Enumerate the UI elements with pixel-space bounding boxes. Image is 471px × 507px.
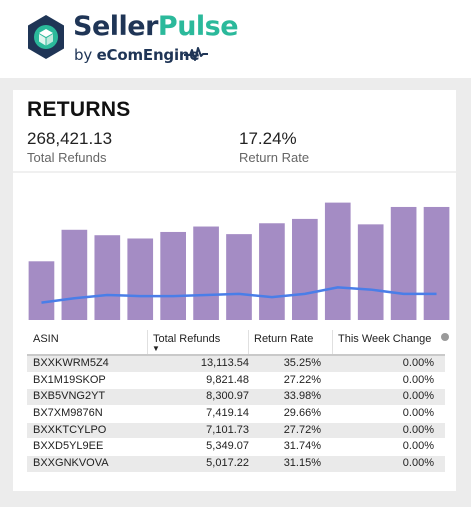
chart-bar[interactable] [324, 202, 351, 320]
cell-return-rate: 29.66% [283, 407, 321, 420]
brand-name-part1: Seller [73, 11, 158, 42]
cell-total-refunds: 13,113.54 [200, 357, 249, 369]
cell-return-rate: 27.72% [283, 423, 321, 436]
cell-week-change: 0.00% [402, 357, 434, 369]
chart-bar[interactable] [292, 218, 318, 320]
chart-bar[interactable] [160, 231, 186, 320]
heartbeat-pulse-icon [184, 47, 208, 61]
table-row[interactable]: BXB5VNG2YT 8,300.97 33.98% 0.00% [27, 389, 445, 407]
column-header-this-week-change[interactable]: This Week Change [338, 333, 432, 345]
cell-total-refunds: 5,017.22 [206, 457, 249, 470]
cell-week-change: 0.00% [402, 457, 434, 470]
cell-return-rate: 35.25% [283, 357, 321, 369]
cell-asin: BXXD5YL9EE [33, 440, 104, 453]
cell-return-rate: 31.15% [283, 457, 321, 470]
sort-descending-icon[interactable]: ▼ [152, 344, 160, 353]
table-row[interactable]: BXXD5YL9EE 5,349.07 31.74% 0.00% [27, 439, 445, 457]
column-header-return-rate[interactable]: Return Rate [254, 333, 314, 345]
cell-return-rate: 27.22% [283, 373, 321, 386]
cell-total-refunds: 5,349.07 [206, 440, 249, 453]
kpi-divider [13, 171, 456, 173]
cube-gear-logo-icon [28, 15, 64, 59]
chart-bar[interactable] [226, 234, 252, 320]
brand-tagline: by eComEngine [74, 46, 200, 64]
cell-asin: BXB5VNG2YT [33, 390, 106, 403]
cell-week-change: 0.00% [402, 423, 434, 436]
chart-bar[interactable] [61, 229, 88, 320]
brand-name: SellerPulse [73, 11, 239, 43]
chart-bar[interactable] [94, 235, 121, 320]
scrollbar-thumb[interactable] [441, 333, 449, 341]
column-header-asin[interactable]: ASIN [33, 333, 59, 345]
cell-total-refunds: 8,300.97 [206, 390, 249, 403]
cell-return-rate: 31.74% [283, 440, 321, 453]
column-separator [248, 330, 249, 354]
table-row[interactable]: BXXGNKVOVA 5,017.22 31.15% 0.00% [27, 456, 445, 473]
table-row[interactable]: BX1M19SKOP 9,821.48 27.22% 0.00% [27, 372, 445, 390]
cell-total-refunds: 7,419.14 [206, 407, 249, 420]
return-rate-value: 17.24% [239, 129, 297, 148]
total-refunds-label: Total Refunds [27, 150, 107, 165]
cell-week-change: 0.00% [402, 407, 434, 420]
table-header: ASIN Total Refunds ▼ Return Rate This We… [27, 330, 445, 356]
chart-bar[interactable] [193, 226, 219, 320]
chart-bar[interactable] [423, 206, 450, 320]
cell-week-change: 0.00% [402, 390, 434, 403]
cell-asin: BXXKWRM5Z4 [33, 357, 109, 369]
cell-total-refunds: 7,101.73 [206, 423, 249, 436]
table-row[interactable]: BXXKTCYLPO 7,101.73 27.72% 0.00% [27, 422, 445, 440]
cell-week-change: 0.00% [402, 440, 434, 453]
cell-total-refunds: 9,821.48 [206, 373, 249, 386]
cell-asin: BX1M19SKOP [33, 373, 106, 386]
cell-asin: BXXKTCYLPO [33, 423, 107, 436]
chart-bar[interactable] [357, 224, 384, 320]
column-header-total-refunds[interactable]: Total Refunds [153, 333, 221, 345]
chart-bar[interactable] [259, 223, 285, 320]
return-rate-label: Return Rate [239, 150, 310, 165]
chart-bar[interactable] [127, 238, 154, 320]
table-row[interactable]: BXXKWRM5Z4 13,113.54 35.25% 0.00% [27, 356, 445, 373]
cell-return-rate: 33.98% [283, 390, 321, 403]
app-header: SellerPulse by eComEngine [0, 0, 471, 78]
chart-line[interactable] [41, 286, 437, 304]
chart-bar[interactable] [28, 261, 55, 320]
tagline-company: eComEngine [96, 46, 200, 64]
cell-asin: BXXGNKVOVA [33, 457, 109, 470]
asin-table: ASIN Total Refunds ▼ Return Rate This We… [27, 330, 445, 473]
chart-bar[interactable] [390, 206, 417, 320]
tagline-by: by [74, 46, 97, 64]
column-separator [332, 330, 333, 354]
table-body: BXXKWRM5Z4 13,113.54 35.25% 0.00% BX1M19… [27, 356, 445, 473]
cell-asin: BX7XM9876N [33, 407, 103, 420]
brand-name-part2: Pulse [157, 11, 239, 42]
cell-week-change: 0.00% [402, 373, 434, 386]
total-refunds-value: 268,421.13 [27, 129, 113, 148]
returns-chart[interactable] [25, 195, 453, 320]
column-separator [147, 330, 148, 354]
table-row[interactable]: BX7XM9876N 7,419.14 29.66% 0.00% [27, 406, 445, 423]
widget-title: RETURNS [27, 98, 131, 121]
